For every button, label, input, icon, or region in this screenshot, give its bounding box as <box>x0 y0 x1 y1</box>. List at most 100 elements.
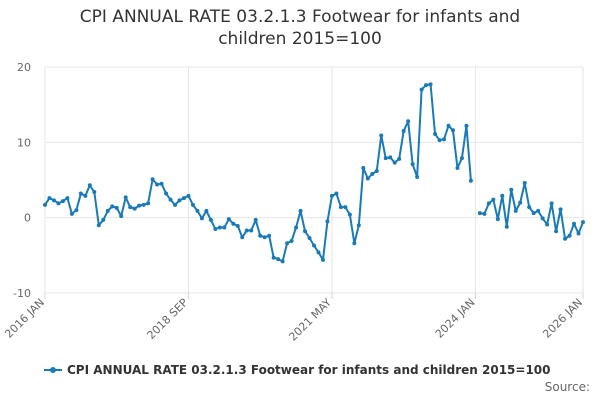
data-point[interactable] <box>244 228 249 233</box>
data-point[interactable] <box>437 138 442 143</box>
data-point[interactable] <box>320 257 325 262</box>
data-point[interactable] <box>572 221 577 226</box>
data-point[interactable] <box>581 220 585 225</box>
data-point[interactable] <box>271 255 276 260</box>
data-point[interactable] <box>74 208 79 213</box>
data-point[interactable] <box>226 217 231 222</box>
data-point[interactable] <box>298 208 303 213</box>
data-point[interactable] <box>383 156 388 161</box>
data-point[interactable] <box>419 87 424 92</box>
data-point[interactable] <box>65 196 70 201</box>
data-point[interactable] <box>356 223 361 228</box>
data-point[interactable] <box>347 212 352 217</box>
data-point[interactable] <box>329 193 334 198</box>
data-point[interactable] <box>401 129 406 134</box>
data-point[interactable] <box>195 208 200 213</box>
data-point[interactable] <box>464 123 469 128</box>
data-point[interactable] <box>60 199 65 204</box>
data-point[interactable] <box>208 217 213 222</box>
data-point[interactable] <box>442 137 447 142</box>
data-point[interactable] <box>388 155 393 160</box>
data-point[interactable] <box>500 193 505 198</box>
data-point[interactable] <box>199 216 204 221</box>
data-point[interactable] <box>513 208 518 213</box>
data-point[interactable] <box>567 233 572 238</box>
data-point[interactable] <box>518 200 523 205</box>
data-point[interactable] <box>186 193 191 198</box>
data-point[interactable] <box>262 235 267 240</box>
chart-legend[interactable]: CPI ANNUAL RATE 03.2.1.3 Footwear for in… <box>44 363 551 377</box>
data-point[interactable] <box>334 191 339 196</box>
data-point[interactable] <box>276 257 281 262</box>
data-point[interactable] <box>222 225 227 230</box>
data-point[interactable] <box>352 241 357 246</box>
data-point[interactable] <box>285 241 290 246</box>
data-point[interactable] <box>540 216 545 221</box>
data-point[interactable] <box>159 181 164 186</box>
data-point[interactable] <box>289 239 294 244</box>
data-point[interactable] <box>406 119 411 124</box>
data-point[interactable] <box>204 208 209 213</box>
data-point[interactable] <box>181 196 186 201</box>
data-point[interactable] <box>563 236 568 241</box>
data-point[interactable] <box>545 222 550 227</box>
data-point[interactable] <box>392 160 397 165</box>
data-point[interactable] <box>312 243 316 248</box>
data-point[interactable] <box>455 165 460 170</box>
data-point[interactable] <box>531 211 536 216</box>
data-point[interactable] <box>303 229 308 234</box>
data-point[interactable] <box>231 221 236 226</box>
data-point[interactable] <box>217 225 222 230</box>
data-point[interactable] <box>482 211 487 216</box>
data-point[interactable] <box>235 223 240 228</box>
data-point[interactable] <box>119 214 124 219</box>
data-point[interactable] <box>114 205 119 210</box>
source-credit[interactable]: Source: <box>544 380 590 394</box>
data-point[interactable] <box>150 177 155 182</box>
data-point[interactable] <box>123 195 128 200</box>
series-line[interactable] <box>44 83 584 263</box>
data-point[interactable] <box>146 201 151 206</box>
data-point[interactable] <box>361 165 366 170</box>
data-point[interactable] <box>365 176 370 181</box>
data-point[interactable] <box>294 225 299 230</box>
data-point[interactable] <box>168 197 173 202</box>
data-point[interactable] <box>56 201 61 206</box>
data-point[interactable] <box>549 201 554 206</box>
data-point[interactable] <box>410 162 415 167</box>
data-point[interactable] <box>253 217 258 222</box>
data-point[interactable] <box>83 193 88 198</box>
data-point[interactable] <box>177 198 182 203</box>
data-point[interactable] <box>338 205 343 210</box>
data-point[interactable] <box>258 233 263 238</box>
data-point[interactable] <box>446 123 451 128</box>
data-point[interactable] <box>415 174 420 179</box>
data-point[interactable] <box>43 202 47 207</box>
data-point[interactable] <box>249 228 254 233</box>
data-point[interactable] <box>558 207 563 212</box>
data-point[interactable] <box>428 82 433 87</box>
data-point[interactable] <box>379 133 384 138</box>
data-point[interactable] <box>105 208 110 213</box>
data-point[interactable] <box>110 204 115 209</box>
data-point[interactable] <box>267 233 272 238</box>
data-point[interactable] <box>78 191 83 196</box>
data-point[interactable] <box>128 205 133 210</box>
data-point[interactable] <box>576 231 581 236</box>
data-point[interactable] <box>325 219 330 224</box>
data-point[interactable] <box>87 183 92 188</box>
data-point[interactable] <box>155 182 160 187</box>
data-point[interactable] <box>240 235 245 240</box>
data-point[interactable] <box>96 223 101 228</box>
data-point[interactable] <box>522 181 527 186</box>
data-point[interactable] <box>47 196 52 201</box>
data-point[interactable] <box>554 229 559 234</box>
data-point[interactable] <box>132 206 137 211</box>
data-point[interactable] <box>397 156 402 161</box>
data-point[interactable] <box>424 83 429 88</box>
data-point[interactable] <box>450 128 455 133</box>
data-point[interactable] <box>141 202 146 207</box>
data-point[interactable] <box>307 236 312 241</box>
data-point[interactable] <box>173 202 178 207</box>
data-point[interactable] <box>343 205 348 210</box>
